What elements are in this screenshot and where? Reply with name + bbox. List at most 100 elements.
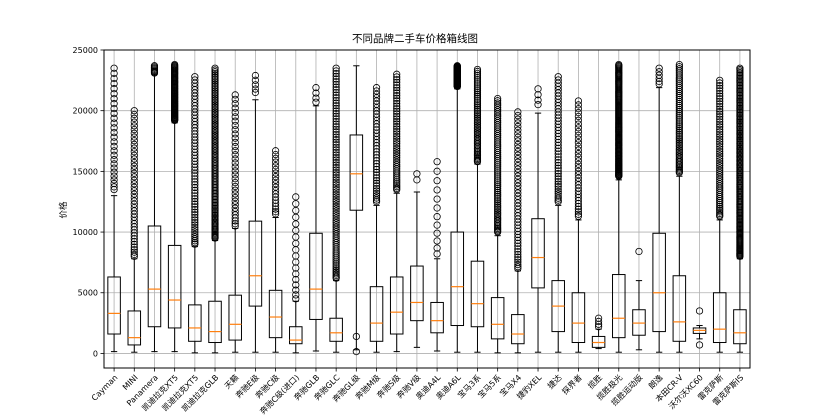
flier-point xyxy=(514,250,522,259)
flier-point xyxy=(514,175,522,184)
flier-point xyxy=(433,213,441,221)
flier-point xyxy=(332,115,340,123)
flier-point xyxy=(332,83,340,91)
flier-point xyxy=(191,195,199,203)
flier-point xyxy=(211,64,219,72)
flier-point xyxy=(332,221,340,229)
flier-point xyxy=(271,158,280,166)
flier-point xyxy=(130,118,138,126)
box-7 xyxy=(248,71,263,353)
flier-point xyxy=(130,122,138,130)
flier-point xyxy=(514,126,522,134)
iqr-box xyxy=(268,289,283,339)
flier-point xyxy=(675,101,683,110)
flier-point xyxy=(433,195,441,203)
flier-point xyxy=(231,179,239,187)
flier-point xyxy=(675,134,683,142)
flier-point xyxy=(716,123,724,131)
flier-point xyxy=(594,323,603,331)
flier-point xyxy=(130,243,138,251)
flier-point xyxy=(716,87,724,95)
flier-point xyxy=(494,192,502,200)
flier-point xyxy=(716,166,724,174)
flier-point xyxy=(312,84,320,92)
flier-point xyxy=(332,110,340,118)
flier-point xyxy=(675,148,683,156)
flier-point xyxy=(211,85,219,94)
flier-point xyxy=(231,100,239,108)
flier-point xyxy=(716,110,724,118)
flier-point xyxy=(231,193,239,202)
iqr-box xyxy=(389,276,404,335)
x-tick-label: 天籁 xyxy=(222,372,240,390)
flier-point xyxy=(332,178,340,186)
flier-point xyxy=(211,89,219,97)
box-18 xyxy=(470,65,485,353)
flier-point xyxy=(494,175,502,183)
flier-point xyxy=(494,208,502,217)
flier-point xyxy=(191,228,199,236)
flier-point xyxy=(332,102,340,110)
flier-point xyxy=(110,147,118,155)
flier-point xyxy=(110,95,118,103)
flier-point xyxy=(110,74,118,83)
box-30 xyxy=(712,76,727,353)
flier-point xyxy=(473,123,482,131)
flier-point xyxy=(110,156,118,164)
flier-point xyxy=(433,244,441,252)
flier-point xyxy=(393,70,401,78)
flier-point xyxy=(574,112,583,121)
iqr-box xyxy=(733,309,747,345)
flier-point xyxy=(393,94,401,102)
flier-point xyxy=(655,80,663,88)
flier-point xyxy=(514,263,522,271)
flier-point xyxy=(514,133,522,141)
flier-point xyxy=(675,109,683,117)
flier-point xyxy=(191,160,199,168)
flier-point xyxy=(514,258,522,266)
flier-point xyxy=(191,183,199,192)
flier-point xyxy=(231,222,239,230)
box-16 xyxy=(430,158,444,352)
flier-point xyxy=(514,172,522,180)
flier-point xyxy=(473,121,482,129)
flier-point xyxy=(130,158,138,167)
flier-point xyxy=(211,113,219,121)
flier-point xyxy=(675,103,683,112)
flier-point xyxy=(716,79,724,87)
flier-point xyxy=(211,105,219,113)
box-28 xyxy=(672,60,687,353)
box-4 xyxy=(188,73,202,354)
iqr-box xyxy=(571,292,586,344)
flier-point xyxy=(393,120,401,128)
flier-point xyxy=(332,104,340,112)
flier-point xyxy=(332,138,340,146)
flier-point xyxy=(332,161,340,169)
flier-point xyxy=(110,90,118,98)
flier-point xyxy=(211,73,219,81)
flier-point xyxy=(231,207,239,216)
iqr-box xyxy=(490,297,505,340)
box-20 xyxy=(511,108,525,354)
flier-point xyxy=(332,96,340,105)
flier-point xyxy=(211,115,219,123)
flier-point xyxy=(554,185,562,193)
flier-point xyxy=(574,160,583,168)
flier-point xyxy=(554,156,562,164)
flier-point xyxy=(473,77,482,85)
flier-point xyxy=(110,124,118,132)
flier-point xyxy=(473,105,482,113)
flier-point xyxy=(110,142,118,150)
flier-point xyxy=(110,160,118,168)
flier-point xyxy=(372,160,381,168)
flier-point xyxy=(231,182,239,191)
flier-point xyxy=(110,104,118,113)
flier-point xyxy=(332,186,340,194)
flier-point xyxy=(231,197,239,205)
flier-point xyxy=(716,84,724,92)
flier-point xyxy=(473,100,482,108)
flier-point xyxy=(514,165,522,173)
flier-point xyxy=(211,123,219,132)
flier-point xyxy=(110,114,118,122)
flier-point xyxy=(332,193,340,201)
